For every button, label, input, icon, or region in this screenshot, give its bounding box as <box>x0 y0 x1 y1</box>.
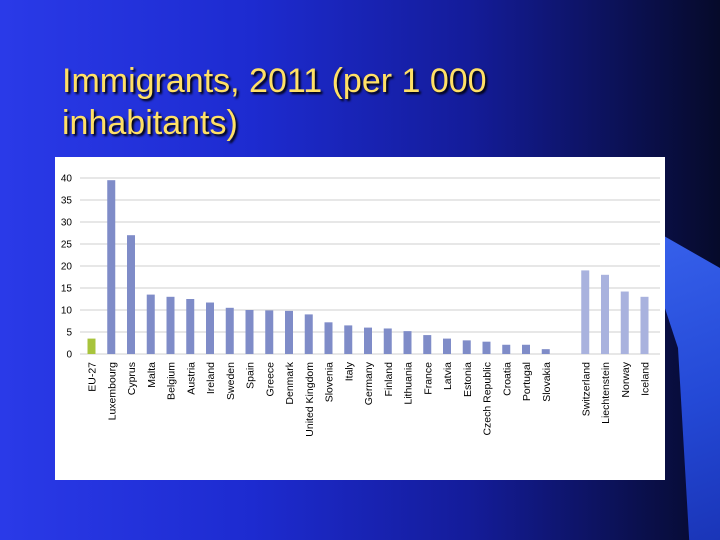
y-tick-label: 15 <box>61 284 73 295</box>
x-tick-label: France <box>422 362 434 395</box>
x-tick-label: Slovenia <box>324 362 336 402</box>
x-tick-label: Spain <box>245 362 257 389</box>
bar-eu-27 <box>87 338 96 354</box>
y-axis-ticks: 0 5 10 15 20 25 30 35 40 <box>61 174 73 361</box>
x-tick-label: Greece <box>264 362 276 397</box>
bar-finland <box>383 328 392 354</box>
bar-greece <box>265 310 274 354</box>
x-tick-label: EU-27 <box>87 362 99 392</box>
bar-germany <box>364 327 372 354</box>
bar-ireland <box>206 302 214 354</box>
x-axis-labels: EU-27 Luxembourg Cyprus Malta Belgium Austria… <box>87 361 652 436</box>
bar-slovenia <box>324 322 333 354</box>
x-tick-label: Norway <box>620 361 632 397</box>
bar-cyprus <box>127 235 135 354</box>
x-tick-label: United Kingdom <box>304 362 316 437</box>
bar-liechtenstein <box>601 274 609 354</box>
x-tick-label: Liechtenstein <box>600 362 612 424</box>
bar-belgium <box>166 296 175 354</box>
y-tick-label: 30 <box>61 218 73 229</box>
bar-spain <box>245 310 254 354</box>
x-tick-label: Croatia <box>501 362 513 396</box>
bar-united-kingdom <box>304 314 313 354</box>
bar-italy <box>344 325 353 354</box>
x-tick-label: Malta <box>146 362 158 388</box>
x-tick-label: Italy <box>343 361 355 381</box>
bar-france <box>423 335 432 354</box>
bar-malta <box>146 294 155 354</box>
bar-slovakia <box>541 349 550 354</box>
bar-denmark <box>285 310 293 354</box>
bar-croatia <box>502 344 511 354</box>
bars <box>87 180 649 354</box>
bar-sweden <box>225 307 234 354</box>
x-tick-label: Luxembourg <box>106 362 118 421</box>
bar-portugal <box>522 344 530 354</box>
x-tick-label: Czech Republic <box>482 362 494 436</box>
y-tick-label: 25 <box>61 240 73 251</box>
x-tick-label: Iceland <box>640 362 652 396</box>
immigrants-bar-chart: 0 5 10 15 20 25 30 35 40 EU-27 Luxembourg Cyprus Ma… <box>61 174 660 437</box>
y-tick-label: 5 <box>66 328 72 339</box>
x-tick-label: Lithuania <box>403 362 415 405</box>
chart-panel: 0 5 10 15 20 25 30 35 40 EU-27 Luxembourg Cyprus Ma… <box>55 157 665 480</box>
slide-title: Immigrants, 2011 (per 1 000 inhabitants) <box>62 62 487 142</box>
x-tick-label: Cyprus <box>126 362 138 395</box>
x-tick-label: Slovakia <box>541 362 553 402</box>
bar-lithuania <box>403 331 412 354</box>
y-tick-label: 40 <box>61 174 73 185</box>
x-tick-label: Latvia <box>442 362 454 390</box>
x-tick-label: Sweden <box>225 362 237 400</box>
bar-switzerland <box>581 270 590 354</box>
x-tick-label: Belgium <box>166 362 178 400</box>
x-tick-label: Estonia <box>462 362 474 397</box>
bar-iceland <box>640 296 649 354</box>
bar-estonia <box>462 340 471 354</box>
y-tick-label: 20 <box>61 262 73 273</box>
bar-czech-republic <box>482 341 491 354</box>
y-tick-label: 35 <box>61 196 73 207</box>
y-tick-label: 0 <box>66 350 72 361</box>
x-tick-label: Ireland <box>205 362 217 394</box>
x-tick-label: Finland <box>383 362 395 397</box>
x-tick-label: Austria <box>185 362 197 395</box>
bar-austria <box>186 299 195 354</box>
y-tick-label: 10 <box>61 306 73 317</box>
bar-norway <box>620 291 629 354</box>
x-tick-label: Portugal <box>521 362 533 401</box>
bar-luxembourg <box>107 180 116 354</box>
x-tick-label: Germany <box>363 361 375 405</box>
bar-latvia <box>443 338 451 354</box>
x-tick-label: Denmark <box>284 361 296 404</box>
x-tick-label: Switzerland <box>580 362 592 416</box>
